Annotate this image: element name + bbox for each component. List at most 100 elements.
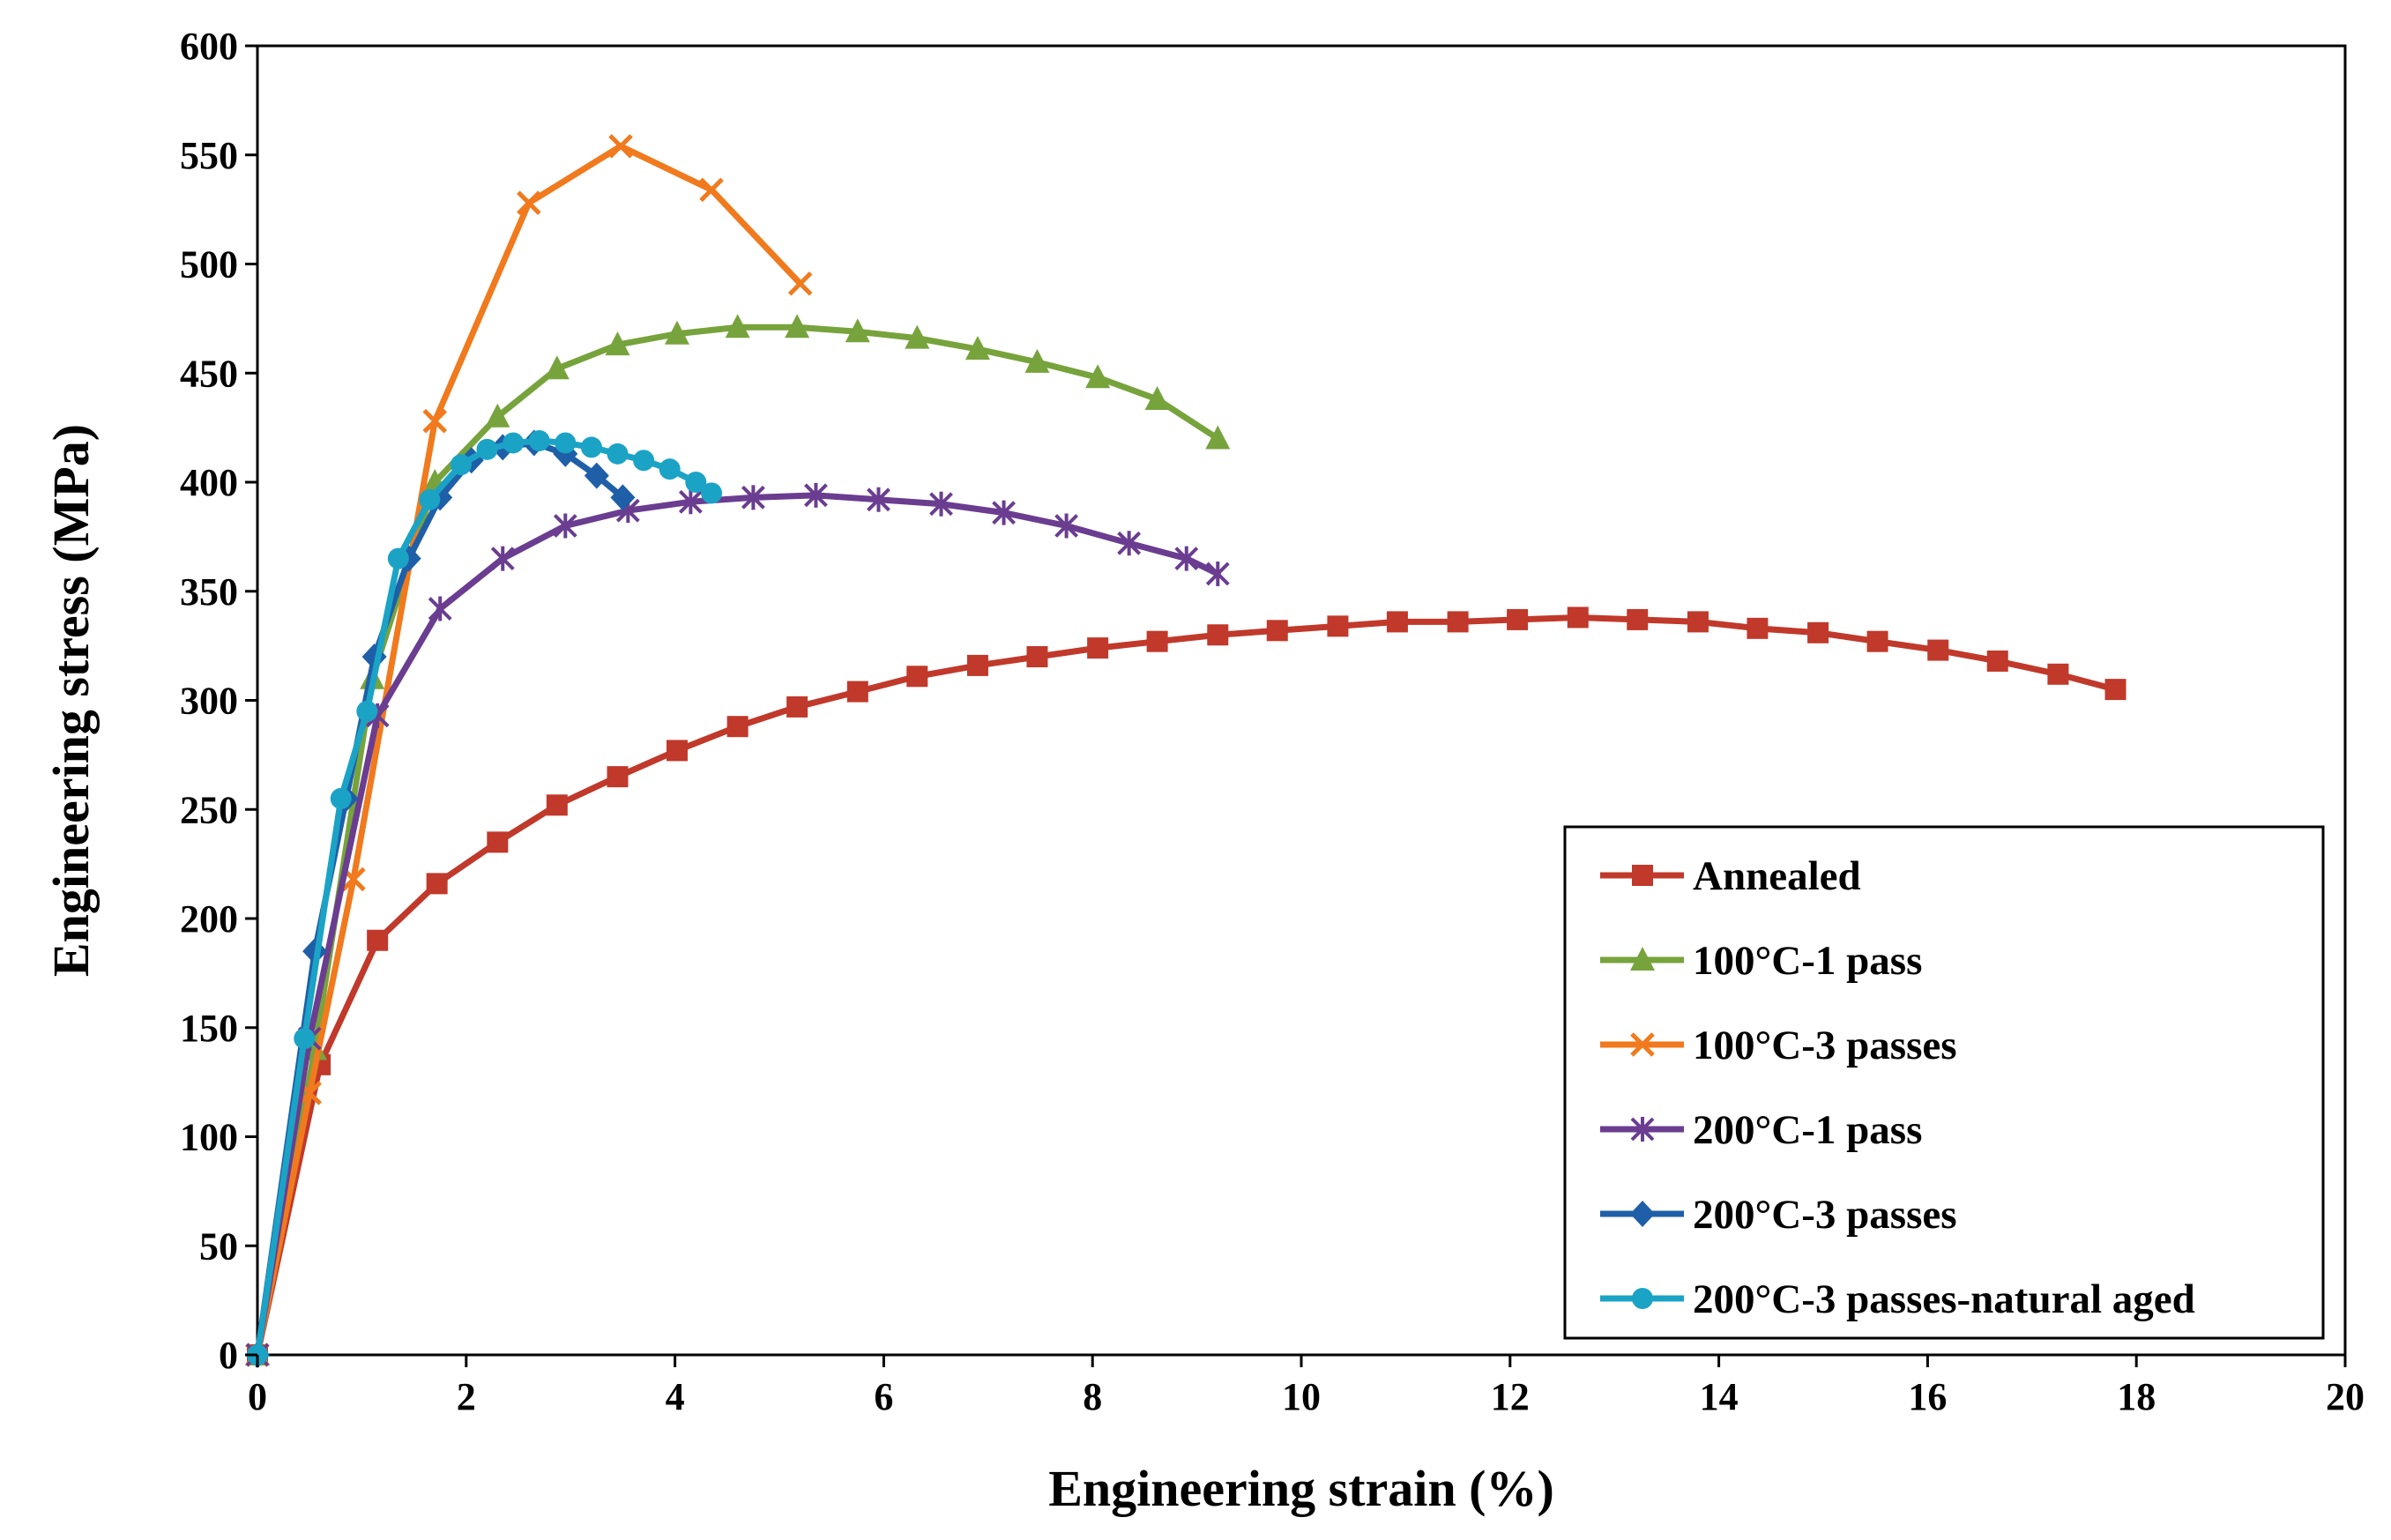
data-point — [584, 462, 609, 489]
y-axis-title: Engineering stress (MPa) — [42, 424, 100, 977]
x-tick-label: 12 — [1491, 1375, 1530, 1418]
data-point — [1567, 606, 1589, 629]
data-point — [1747, 617, 1769, 639]
x-tick-label: 10 — [1282, 1375, 1321, 1418]
legend-marker — [1632, 865, 1653, 886]
data-point — [804, 482, 828, 508]
data-point — [608, 134, 633, 159]
data-point — [845, 318, 870, 343]
data-point — [664, 320, 689, 345]
data-point — [422, 408, 448, 434]
y-tick-label: 100 — [180, 1116, 238, 1159]
data-point — [1266, 620, 1288, 642]
data-point — [387, 547, 409, 569]
legend-item: 200°C-1 pass — [1600, 1107, 1922, 1153]
data-point — [485, 403, 510, 428]
series-line — [254, 143, 804, 1358]
data-point — [330, 787, 352, 809]
data-point — [659, 458, 681, 480]
y-tick-label: 0 — [219, 1334, 238, 1377]
data-point — [929, 491, 953, 517]
legend-marker — [1630, 1117, 1655, 1142]
legend-items: Annealed 100°C-1 pass 100°C-3 passes 200°C-… — [1600, 853, 2195, 1322]
data-point — [555, 432, 577, 454]
data-point — [1205, 425, 1231, 450]
legend-frame — [1563, 825, 2325, 1340]
data-point — [610, 484, 636, 511]
y-tick-label: 300 — [180, 680, 238, 723]
data-point — [1507, 608, 1529, 630]
data-point — [725, 314, 750, 339]
legend-marker — [1630, 1032, 1655, 1057]
data-point — [965, 336, 990, 361]
data-point — [992, 500, 1016, 525]
legend: Annealed 100°C-1 pass 100°C-3 passes 200°C-… — [1563, 825, 2325, 1340]
legend-marker — [1632, 1288, 1653, 1309]
data-point — [546, 794, 568, 816]
data-point — [544, 355, 570, 380]
data-point — [1986, 650, 2008, 672]
data-point — [528, 429, 550, 451]
legend-label: 200°C-3 passes-natural aged — [1693, 1276, 2195, 1322]
data-point — [487, 831, 509, 853]
data-point — [741, 485, 765, 510]
data-point — [1117, 531, 1142, 556]
y-tick-label: 400 — [180, 461, 238, 504]
data-point — [605, 331, 630, 356]
data-point — [367, 929, 389, 951]
x-tick-label: 6 — [874, 1375, 893, 1418]
x-tick-label: 2 — [457, 1375, 476, 1418]
x-tick-label: 0 — [248, 1375, 267, 1418]
data-point — [1087, 637, 1109, 659]
data-point — [1447, 611, 1469, 633]
legend-label: Annealed — [1693, 853, 1861, 899]
data-point — [580, 436, 602, 458]
data-point — [1026, 646, 1048, 667]
data-point — [553, 513, 577, 539]
data-point — [426, 873, 448, 895]
data-point — [1144, 385, 1170, 410]
legend-marker — [1630, 947, 1655, 971]
y-tick-label: 550 — [180, 134, 238, 177]
legend-item: 100°C-1 pass — [1600, 938, 1922, 984]
data-point — [1205, 561, 1230, 586]
data-point — [685, 472, 707, 493]
y-tick-label: 200 — [180, 897, 238, 941]
data-point — [633, 450, 655, 472]
legend-item: Annealed — [1600, 853, 1861, 899]
data-point — [1386, 611, 1408, 633]
data-point — [1927, 639, 1949, 661]
data-point — [2104, 679, 2127, 701]
data-point — [867, 487, 890, 512]
legend-item: 200°C-3 passes-natural aged — [1600, 1276, 2195, 1322]
data-point — [787, 272, 813, 296]
x-tick-label: 18 — [2117, 1375, 2156, 1418]
legend-label: 100°C-3 passes — [1693, 1023, 1957, 1068]
series-1 — [247, 606, 2127, 1365]
x-tick-label: 20 — [2326, 1375, 2365, 1418]
legend-marker — [1630, 1201, 1655, 1227]
x-tick-label: 4 — [666, 1375, 685, 1418]
data-point — [966, 654, 988, 676]
data-point — [785, 314, 810, 339]
data-point — [1054, 513, 1079, 539]
data-point — [666, 740, 688, 762]
y-tick-label: 150 — [180, 1007, 238, 1050]
data-point — [906, 666, 928, 688]
data-point — [428, 596, 452, 621]
data-point — [1207, 624, 1229, 646]
data-point — [2047, 663, 2069, 685]
y-tick-label: 450 — [180, 352, 238, 395]
legend-label: 100°C-1 pass — [1693, 938, 1922, 984]
series-6 — [247, 429, 723, 1365]
y-tick-label: 500 — [180, 243, 238, 286]
y-tick-label: 250 — [180, 788, 238, 831]
data-point — [419, 488, 441, 510]
legend-item: 100°C-3 passes — [1600, 1023, 1957, 1068]
data-point — [356, 700, 378, 722]
y-tick-label: 350 — [180, 570, 238, 614]
data-point — [726, 716, 749, 738]
x-tick-label: 16 — [1908, 1375, 1947, 1418]
data-point — [503, 432, 525, 454]
